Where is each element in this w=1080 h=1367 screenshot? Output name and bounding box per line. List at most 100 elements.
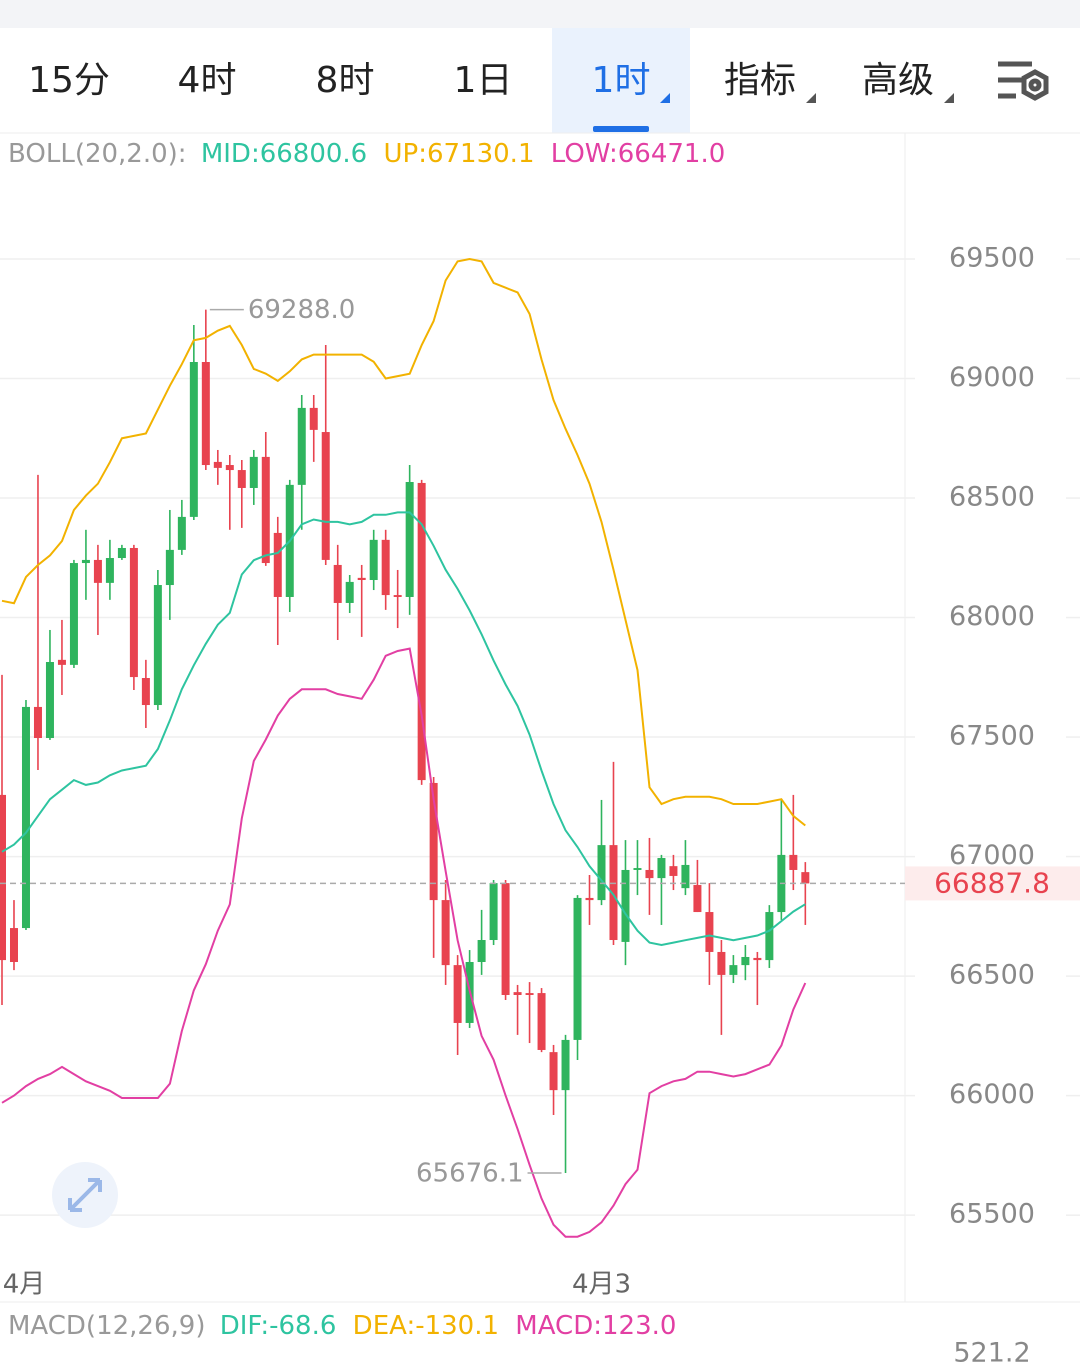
candle-body (645, 869, 654, 879)
candle-body (621, 869, 630, 942)
y-tick-label: 67500 (949, 721, 1035, 752)
macd-legend: MACD(12,26,9) DIF:-68.6 DEA:-130.1 MACD:… (8, 1311, 676, 1341)
candle-body (33, 706, 42, 739)
y-tick-label: 67000 (949, 840, 1035, 871)
candle-body (201, 362, 210, 466)
candle-body (261, 456, 270, 564)
candle-body (801, 872, 810, 884)
tab[interactable]: 高级 (862, 60, 934, 101)
candle-body (729, 965, 738, 975)
macd-dif: DIF:-68.6 (220, 1311, 337, 1341)
macd-value: MACD:123.0 (515, 1311, 676, 1341)
indicator-legend: BOLL(20,2.0): MID:66800.6 UP:67130.1 LOW… (8, 139, 725, 169)
candle-body (69, 563, 78, 665)
y-tick-label: 65500 (949, 1199, 1035, 1230)
candle-body (609, 845, 618, 941)
settings-icon[interactable] (998, 61, 1049, 101)
tab[interactable]: 1日 (454, 60, 513, 101)
candle-body (429, 782, 438, 901)
candle-body (381, 539, 390, 596)
candle-body (597, 845, 606, 901)
tab[interactable]: 8时 (316, 60, 375, 101)
candle-body (93, 559, 102, 583)
candle-body (21, 706, 30, 929)
last-price-label: 66887.8 (934, 866, 1050, 899)
candle-body (525, 993, 534, 995)
candle-body (345, 581, 354, 603)
x-tick-label: 4月 (3, 1270, 46, 1300)
candle-body (417, 482, 426, 781)
candle-body (501, 883, 510, 995)
candle-body (105, 558, 114, 583)
legend-entry: UP:67130.1 (384, 139, 535, 169)
candle-body (513, 992, 522, 995)
candle-body (213, 461, 222, 468)
y-tick-label: 69500 (949, 242, 1035, 273)
candle-body (657, 858, 666, 879)
max-label: 69288.0 (248, 295, 356, 325)
candle-body (765, 912, 774, 961)
candle-body (753, 957, 762, 961)
candle-body (693, 885, 702, 913)
candle-body (549, 1052, 558, 1091)
candle-body (9, 928, 18, 963)
band-line (1, 257, 806, 827)
candle-body (297, 407, 306, 485)
candle-body (369, 539, 378, 581)
tab[interactable]: 4时 (178, 60, 237, 101)
legend-entry: LOW:66471.0 (551, 139, 725, 169)
candle-body (669, 866, 678, 876)
candle-body (321, 432, 330, 560)
dropdown-caret (660, 93, 670, 103)
candle-body (273, 532, 282, 597)
candle-body (537, 993, 546, 1050)
candle-body (81, 559, 90, 564)
selected-tab-bg (552, 28, 690, 133)
selected-tab-underline (593, 126, 649, 132)
candle-body (249, 456, 258, 488)
candle-body (57, 659, 66, 665)
candle-body (177, 516, 186, 550)
candle-body (633, 868, 642, 870)
candle-body (45, 662, 54, 739)
candle-body (153, 585, 162, 706)
candle-body (357, 577, 366, 581)
candle-body (441, 900, 450, 966)
band-line (1, 511, 806, 947)
y-tick-label: 68000 (949, 601, 1035, 632)
candle-body (705, 912, 714, 952)
y-tick-label: 69000 (949, 362, 1035, 393)
min-label: 65676.1 (416, 1159, 524, 1189)
candle-body (129, 547, 138, 678)
y-tick-label: 68500 (949, 482, 1035, 513)
plot: 65500 66000 66500 67000 67500 68000 68500 69000… (0, 242, 1080, 1300)
last-price-box (905, 866, 1080, 901)
candle-body (225, 465, 234, 471)
candle-body (237, 470, 246, 488)
indicator-name: BOLL(20,2.0): (8, 139, 187, 169)
macd-title: MACD(12,26,9) (8, 1311, 205, 1341)
macd-dea: DEA:-130.1 (353, 1311, 499, 1341)
tab[interactable]: 15分 (28, 60, 110, 101)
tab-selected[interactable]: 1时 (592, 60, 651, 101)
band-line (1, 647, 807, 1238)
candle-body (489, 883, 498, 941)
candle-body (561, 1039, 570, 1091)
candle-body (165, 549, 174, 586)
candle-body (117, 547, 126, 559)
y-tick-label: 66500 (949, 960, 1035, 991)
candle-body (477, 940, 486, 963)
legend-entry: MID:66800.6 (201, 139, 367, 169)
candle-body (681, 864, 690, 889)
candle-body (789, 854, 798, 870)
expand-button[interactable] (52, 1162, 118, 1228)
candle-body (717, 951, 726, 975)
candle-body (405, 482, 414, 597)
candle-body (393, 595, 402, 597)
tab[interactable]: 指标 (724, 60, 796, 101)
candle-body (573, 897, 582, 1040)
dropdown-caret (944, 93, 954, 103)
candle-body (741, 956, 750, 966)
candle-body (0, 794, 6, 961)
